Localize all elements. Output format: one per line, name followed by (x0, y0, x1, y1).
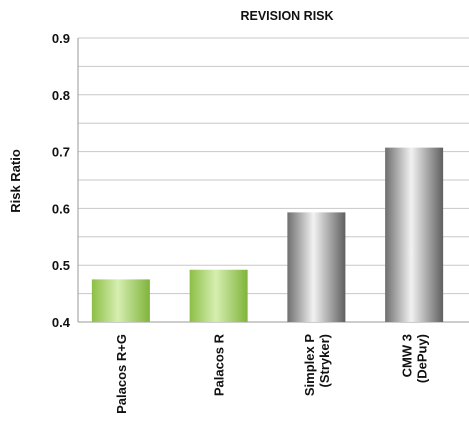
bar (91, 279, 150, 322)
category-labels: Palacos R+G Palacos R Simplex P (Stryker) CM… (114, 333, 430, 413)
gridlines (78, 37, 469, 295)
y-tick-label: 0.7 (52, 145, 70, 160)
category-label: Palacos R+G (114, 334, 129, 414)
y-tick-labels: 0.4 0.5 0.6 0.7 0.8 0.9 (52, 31, 71, 330)
chart-title: REVISION RISK (240, 9, 333, 23)
category-label: CMW 3 (DePuy) (400, 334, 430, 383)
bars (91, 147, 444, 322)
y-axis-label: Risk Ratio (8, 149, 23, 213)
category-label-line: Palacos R+G (114, 334, 129, 414)
category-label-line: Simplex P (302, 334, 317, 396)
y-tick-label: 0.8 (52, 88, 70, 103)
bar (385, 147, 444, 322)
y-tick-label: 0.4 (52, 315, 71, 330)
category-label-line: (DePuy) (415, 334, 430, 383)
category-label-line: CMW 3 (400, 334, 415, 377)
category-label: Palacos R (212, 333, 227, 396)
bar (189, 269, 248, 322)
category-label: Simplex P (Stryker) (302, 334, 332, 396)
bar (287, 212, 346, 322)
category-label-line: (Stryker) (317, 334, 332, 387)
category-label-line: Palacos R (212, 333, 227, 396)
y-tick-label: 0.6 (52, 201, 70, 216)
y-tick-label: 0.9 (52, 31, 70, 46)
y-tick-label: 0.5 (52, 258, 70, 273)
